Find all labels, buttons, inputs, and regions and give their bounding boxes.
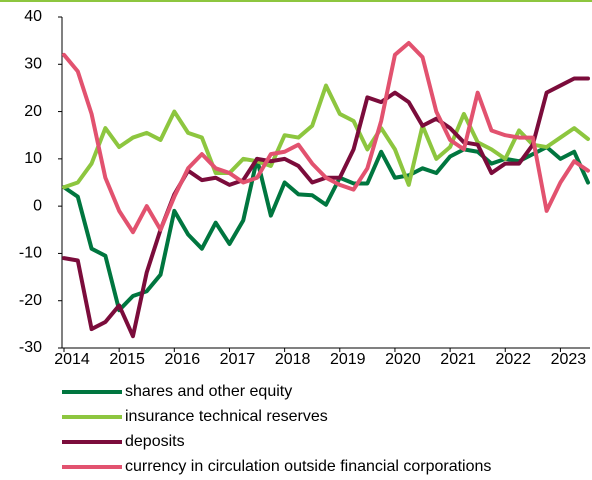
x-tick-label: 2022 [495, 351, 531, 368]
x-tick-label: 2014 [54, 351, 90, 368]
x-tick-label: 2020 [385, 351, 421, 368]
y-tick-label: 0 [33, 197, 42, 214]
series-line [62, 41, 590, 235]
x-tick-label: 2017 [220, 351, 256, 368]
x-tick-label: 2018 [275, 351, 311, 368]
series-line [62, 83, 590, 190]
x-tick-label: 2021 [440, 351, 476, 368]
x-tick-label: 2023 [551, 351, 587, 368]
x-tick-label: 2016 [165, 351, 201, 368]
legend-label: deposits [125, 433, 185, 450]
x-tick-label: 2015 [109, 351, 145, 368]
y-tick-label: 40 [24, 8, 42, 25]
series-line [62, 76, 590, 339]
legend-label: shares and other equity [125, 383, 292, 400]
y-tick-label: -10 [19, 245, 42, 262]
series-line [62, 145, 590, 313]
y-tick-label: -30 [19, 339, 42, 356]
legend-label: currency in circulation outside financia… [125, 458, 491, 475]
y-tick-label: -20 [19, 292, 42, 309]
y-tick-label: 20 [24, 103, 42, 120]
legend-label: insurance technical reserves [125, 408, 328, 425]
y-tick-label: 10 [24, 150, 42, 167]
x-tick-label: 2019 [330, 351, 366, 368]
y-tick-label: 30 [24, 56, 42, 73]
